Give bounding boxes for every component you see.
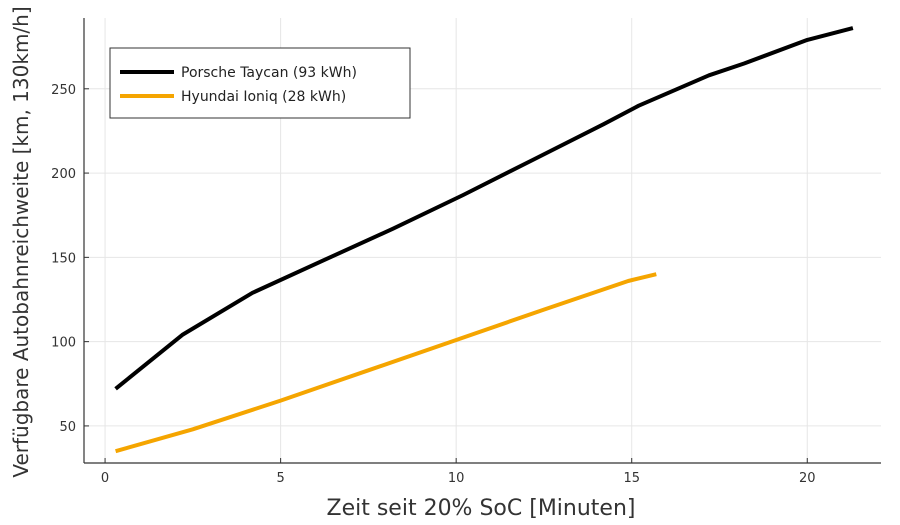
series-lines (114, 26, 854, 454)
series-line-porsche-taycan (114, 26, 854, 391)
y-tick-label: 100 (51, 336, 76, 351)
x-tick-label: 5 (276, 471, 284, 486)
y-axis-title: Verfügbare Autobahnreichweite [km, 130km… (9, 6, 33, 477)
y-tick-label: 250 (51, 83, 76, 98)
series-line-hyundai-ioniq (115, 272, 657, 454)
legend-box (109, 47, 411, 119)
y-tick-label: 150 (51, 251, 76, 266)
legend-label-hyundai: Hyundai Ioniq (28 kWh) (181, 89, 346, 105)
legend-label-porsche: Porsche Taycan (93 kWh) (181, 65, 357, 81)
x-tick-label: 15 (623, 471, 640, 486)
y-tick-label: 200 (51, 167, 76, 182)
axes (83, 18, 881, 464)
x-axis-title: Zeit seit 20% SoC [Minuten] (327, 496, 636, 521)
x-tick-label: 0 (101, 471, 109, 486)
x-tick-label: 10 (448, 471, 465, 486)
legend: Porsche Taycan (93 kWh) Hyundai Ioniq (2… (109, 47, 411, 119)
y-tick-labels: 50 100 150 200 250 (51, 83, 89, 435)
x-tick-labels: 0 5 10 15 20 (101, 458, 816, 486)
x-tick-label: 20 (799, 471, 816, 486)
y-tick-label: 50 (59, 420, 76, 435)
